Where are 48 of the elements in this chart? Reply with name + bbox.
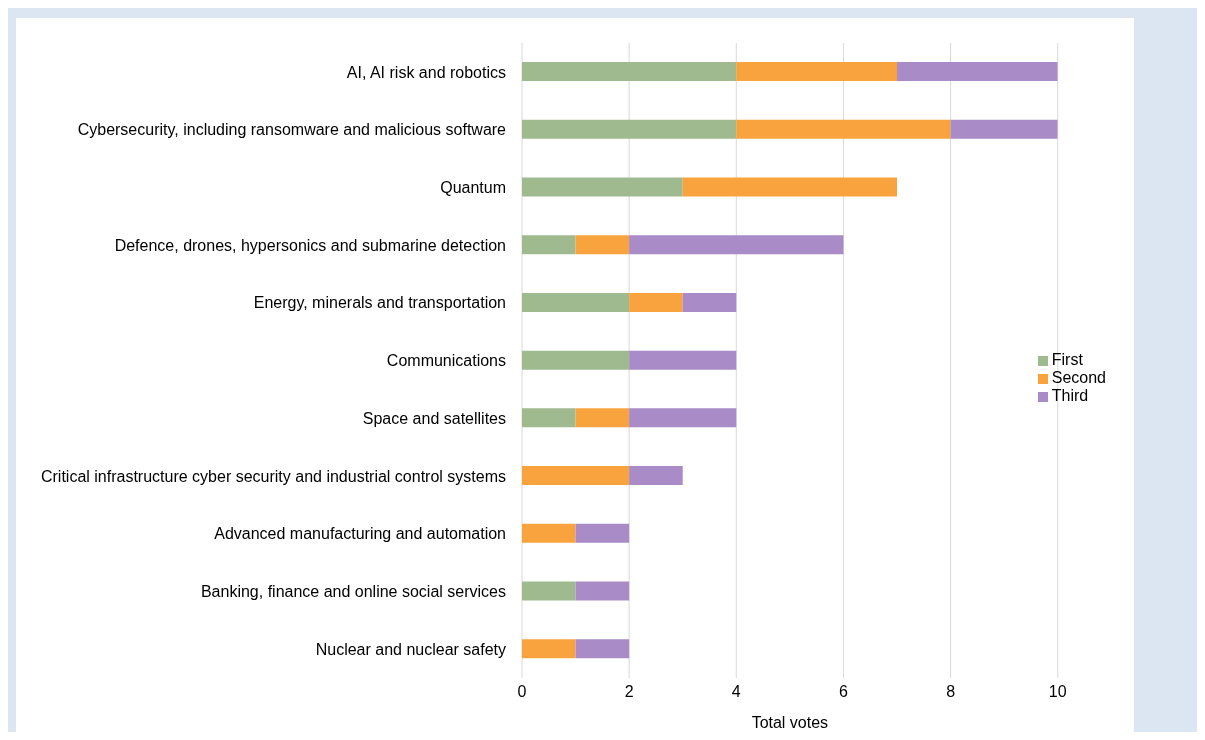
x-tick-label: 0: [517, 683, 527, 701]
bar: [629, 350, 737, 370]
x-tick-label: 4: [731, 683, 741, 701]
y-tick-label: Critical infrastructure cyber security and industrial control systems: [40, 467, 506, 485]
y-tick-label: Energy, minerals and transportation: [253, 294, 506, 312]
legend-label: Second: [1051, 369, 1106, 386]
y-tick-label: Quantum: [440, 179, 506, 196]
x-tick-label: 10: [1048, 683, 1067, 701]
bar: [629, 292, 683, 312]
y-tick-label: Cybersecurity, including ransomware and malicious software: [77, 121, 507, 139]
bar: [629, 408, 737, 428]
bar: [575, 581, 630, 601]
bar: [736, 119, 951, 139]
bar: [575, 235, 630, 255]
y-tick-label: Nuclear and nuclear safety: [315, 640, 506, 658]
bar: [522, 62, 737, 81]
x-tick-label: 6: [838, 683, 848, 701]
bar: [682, 177, 898, 197]
y-tick-label: Space and satellites: [362, 409, 506, 427]
bar: [629, 466, 683, 486]
bar: [522, 292, 630, 312]
bar: [522, 523, 576, 543]
y-tick-label: AI, AI risk and robotics: [346, 63, 506, 81]
bar: [682, 292, 737, 312]
legend-label: First: [1051, 351, 1083, 368]
bar: [522, 350, 630, 370]
bar: [522, 639, 576, 659]
bar: [575, 523, 630, 543]
bar: [897, 62, 1058, 81]
x-axis-title: Total votes: [751, 714, 829, 731]
bar: [736, 62, 898, 81]
x-tick-label: 8: [946, 683, 956, 701]
y-tick-label: Communications: [386, 352, 506, 370]
legend-label: Third: [1051, 387, 1089, 404]
bar: [575, 639, 630, 659]
bar: [522, 408, 576, 428]
bar: [522, 235, 576, 255]
bar: [950, 119, 1058, 139]
bar: [522, 581, 576, 601]
y-tick-label: Defence, drones, hypersonics and submarine detection: [114, 236, 506, 254]
bar: [522, 177, 683, 197]
y-tick-label: Banking, finance and online social services: [200, 583, 506, 601]
bar: [522, 119, 737, 139]
bar: [522, 466, 630, 486]
bar: [575, 408, 630, 428]
x-tick-label: 2: [624, 683, 634, 701]
bar: [629, 235, 844, 255]
y-tick-label: Advanced manufacturing and automation: [214, 525, 506, 543]
